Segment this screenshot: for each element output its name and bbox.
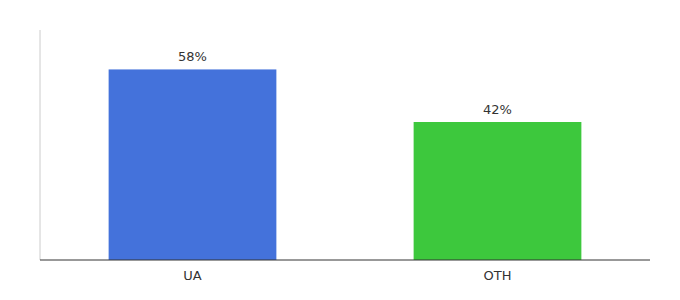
x-tick-label: UA	[183, 268, 202, 283]
data-label: 42%	[483, 102, 512, 117]
bars	[109, 69, 582, 260]
chart-container: 58% 42% UA OTH	[0, 0, 680, 300]
plot-area: 58% 42% UA OTH	[40, 30, 650, 283]
chart: 58% 42% UA OTH	[0, 0, 680, 300]
data-label: 58%	[178, 49, 207, 64]
bar	[414, 122, 582, 260]
bar	[109, 69, 277, 260]
x-axis-line	[40, 260, 650, 261]
x-tick-label: OTH	[484, 268, 512, 283]
y-axis-line	[40, 30, 41, 260]
